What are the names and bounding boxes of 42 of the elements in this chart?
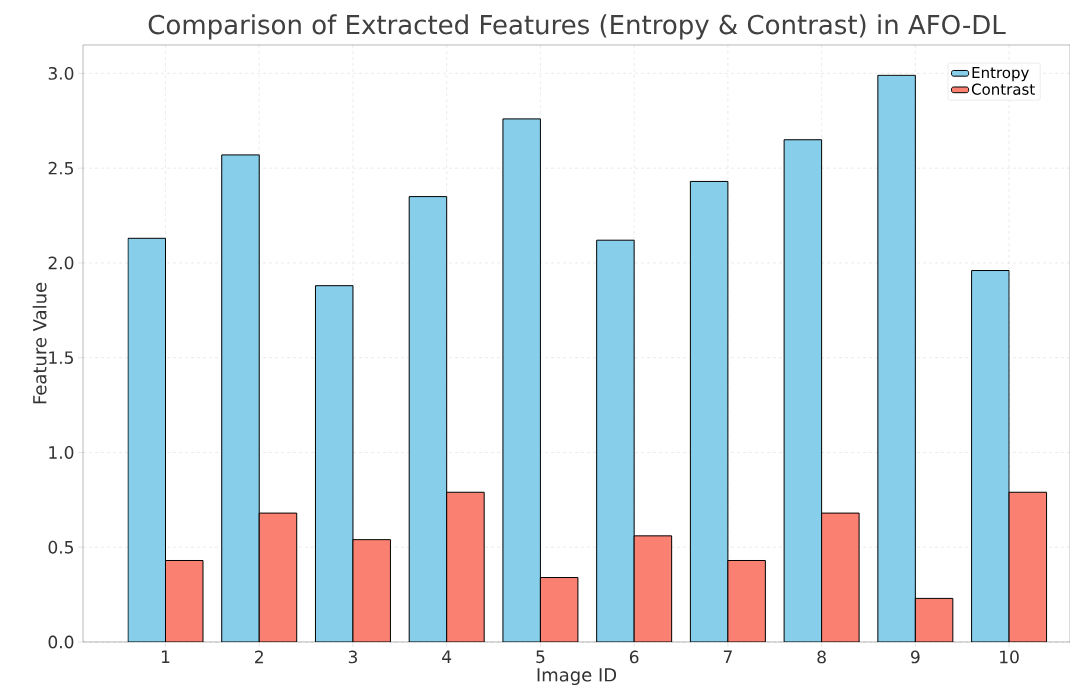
bar [315,285,353,642]
x-tick-label: 7 [723,650,732,663]
bar [915,598,953,642]
x-tick-label: 4 [442,650,452,663]
legend-label: Entropy [972,67,1029,82]
bar [128,238,166,642]
bar [502,118,541,642]
y-tick-label: 1.5 [49,351,73,365]
x-tick-label: 10 [1000,650,1019,664]
bar [165,560,203,642]
bar [971,270,1010,642]
y-tick-label: 0.5 [48,540,73,554]
bar [1008,491,1048,642]
x-axis-title: Image ID [537,668,617,686]
x-tick-label: 9 [911,650,920,664]
y-tick-label: 1.0 [49,446,74,459]
chart-title: Comparison of Extracted Features (Entropy & Contrast) in AFO-DL [148,14,1006,40]
x-tick-label: 2 [255,650,263,664]
bar [446,492,485,642]
y-tick-label: 2.0 [48,256,74,270]
x-tick-label: 8 [817,650,826,664]
bar [634,535,672,642]
bar [821,513,860,642]
bar [540,577,578,642]
x-tick-label: 5 [536,650,545,664]
legend-label: Contrast [971,83,1035,95]
y-tick-label: 3.0 [48,66,74,80]
bar [727,560,766,642]
x-tick-label: 1 [161,650,170,663]
bar [877,75,916,642]
bar [352,539,391,642]
bar [596,240,635,642]
y-tick-label: 0.0 [48,635,74,649]
bar [690,181,728,642]
x-tick-label: 6 [629,650,639,664]
x-tick-label: 3 [348,650,357,664]
bar [259,513,297,642]
bar [409,196,447,642]
y-tick-label: 2.5 [48,161,73,175]
bar [221,154,260,642]
bar [784,139,822,642]
y-axis-title: Feature Value [32,282,47,404]
